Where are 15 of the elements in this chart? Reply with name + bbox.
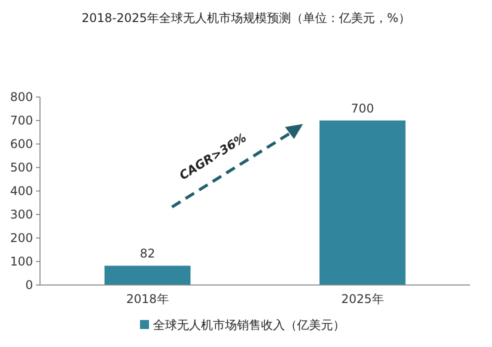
y-tick-label: 600 [10, 137, 33, 152]
data-label: 82 [140, 246, 156, 261]
x-tick-label: 2018年 [126, 292, 169, 306]
y-tick-label: 800 [10, 90, 33, 104]
data-label: 700 [351, 102, 374, 116]
y-tick-label: 500 [10, 160, 33, 175]
y-tick-label: 100 [10, 254, 33, 269]
x-tick-label: 2025年 [341, 292, 384, 306]
y-tick-label: 300 [10, 208, 33, 222]
y-tick-label: 200 [10, 231, 33, 246]
legend-label: 全球无人机市场销售收入（亿美元） [153, 318, 345, 332]
y-tick-label: 400 [10, 184, 33, 198]
y-tick-label: 0 [25, 278, 33, 292]
chart-title: 2018-2025年全球无人机市场规模预测（单位：亿美元，%） [82, 11, 410, 25]
y-tick-label: 700 [10, 114, 33, 128]
